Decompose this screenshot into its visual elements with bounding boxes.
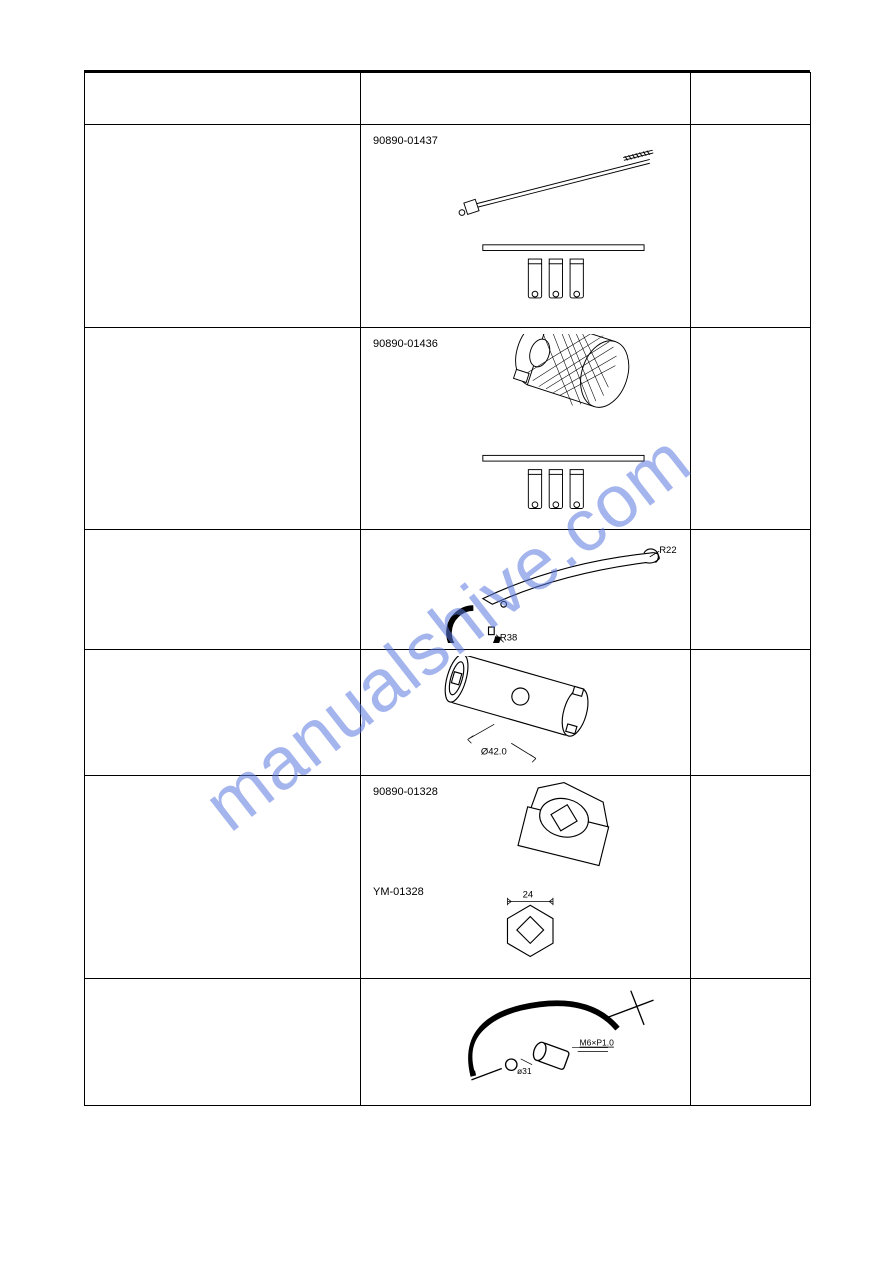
part-number: 90890-01328 — [373, 786, 438, 798]
illustration-cell: R22 R38 — [361, 530, 691, 649]
ref-cell — [691, 776, 811, 979]
annotation-d31: ø31 — [517, 1066, 532, 1076]
annotation-diameter: Ø42.0 — [481, 746, 507, 757]
header-row — [85, 73, 811, 125]
tool-name-cell — [85, 530, 361, 649]
ref-cell — [691, 125, 811, 328]
rod-puller-icon — [369, 131, 682, 321]
tool-name-cell — [85, 649, 361, 776]
annotation-24: 24 — [523, 890, 534, 901]
part-number: YM-01328 — [373, 886, 424, 898]
annotation-r38: R38 — [500, 633, 517, 643]
c-clamp-icon: ø31 M6×P1.0 — [369, 985, 682, 1099]
illustration-cell: Ø42.0 — [361, 649, 691, 776]
table-row: Ø42.0 — [85, 649, 811, 776]
header-ref — [691, 73, 811, 125]
hook-spanner-icon: R22 R38 — [369, 536, 682, 642]
tool-name-cell — [85, 979, 361, 1106]
illustration-cell: ø31 M6×P1.0 — [361, 979, 691, 1106]
table-row: 90890-01328 YM-01328 — [85, 776, 811, 979]
slide-weight-icon — [369, 334, 682, 524]
special-tools-table: 90890-01437 — [84, 72, 811, 1106]
ref-cell — [691, 530, 811, 649]
illustration-cell: 90890-01436 — [361, 327, 691, 530]
ref-cell — [691, 649, 811, 776]
illustration-cell: 90890-01328 YM-01328 — [361, 776, 691, 979]
ref-cell — [691, 979, 811, 1106]
illustration-cell: 90890-01437 — [361, 125, 691, 328]
ring-nut-socket-icon: Ø42.0 — [369, 656, 682, 770]
cap-socket-icon: 24 — [369, 782, 682, 972]
table-row: ø31 M6×P1.0 — [85, 979, 811, 1106]
header-illustration — [361, 73, 691, 125]
tool-name-cell — [85, 327, 361, 530]
table-row: 90890-01437 — [85, 125, 811, 328]
part-number: 90890-01436 — [373, 338, 438, 350]
header-tool — [85, 73, 361, 125]
annotation-r22: R22 — [659, 545, 676, 556]
ref-cell — [691, 327, 811, 530]
annotation-thread: M6×P1.0 — [580, 1038, 615, 1048]
tool-name-cell — [85, 125, 361, 328]
page-frame: 90890-01437 — [84, 70, 810, 1106]
part-number: 90890-01437 — [373, 135, 438, 147]
table-row: 90890-01436 — [85, 327, 811, 530]
tool-name-cell — [85, 776, 361, 979]
table-row: R22 R38 — [85, 530, 811, 649]
